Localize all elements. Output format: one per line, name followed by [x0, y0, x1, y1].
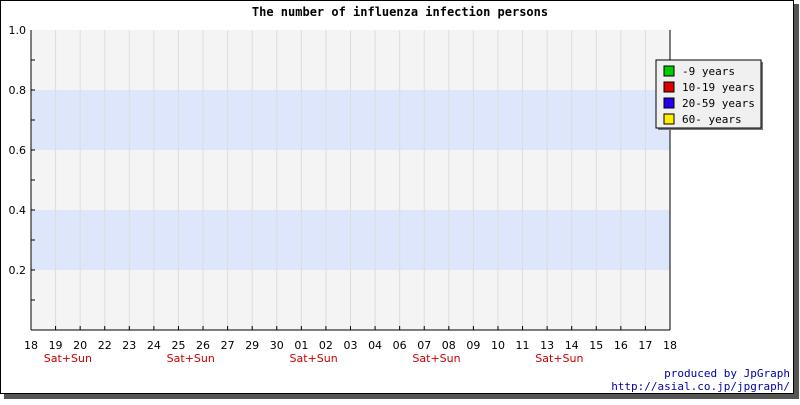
legend-swatch	[663, 65, 675, 77]
weekend-label: Sat+Sun	[167, 352, 215, 365]
y-tick-label: 1.0	[9, 24, 27, 37]
x-tick-label: 19	[49, 339, 63, 352]
x-tick-label: 02	[319, 339, 333, 352]
x-tick-label: 16	[614, 339, 628, 352]
legend-label: -9 years	[682, 65, 735, 78]
weekend-label: Sat+Sun	[44, 352, 92, 365]
x-tick-label: 27	[221, 339, 235, 352]
x-tick-label: 14	[565, 339, 579, 352]
legend-swatch	[663, 97, 675, 109]
y-tick-label: 0.6	[9, 144, 27, 157]
x-tick-label: 22	[98, 339, 112, 352]
x-tick-label: 09	[466, 339, 480, 352]
credit-line-1: produced by JpGraph	[664, 367, 790, 380]
x-tick-label: 29	[245, 339, 259, 352]
x-tick-label: 17	[638, 339, 652, 352]
legend-label: 10-19 years	[682, 81, 755, 94]
x-tick-label: 10	[491, 339, 505, 352]
legend: -9 years 10-19 years 20-59 years 60- years	[655, 59, 763, 130]
y-tick-label: 0.2	[9, 264, 27, 277]
x-tick-label: 08	[442, 339, 456, 352]
legend-label: 20-59 years	[682, 97, 755, 110]
legend-label: 60- years	[682, 113, 742, 126]
legend-swatch	[663, 113, 675, 125]
y-tick-label: 0.4	[9, 204, 27, 217]
x-tick-label: 01	[294, 339, 308, 352]
x-tick-label: 13	[540, 339, 554, 352]
x-tick-label: 23	[122, 339, 136, 352]
x-tick-label: 18	[24, 339, 38, 352]
x-tick-label: 24	[147, 339, 161, 352]
x-tick-label: 11	[516, 339, 530, 352]
weekend-label: Sat+Sun	[290, 352, 338, 365]
x-tick-label: 30	[270, 339, 284, 352]
chart-title: The number of influenza infection person…	[252, 5, 548, 19]
x-tick-label: 07	[417, 339, 431, 352]
x-tick-label: 20	[73, 339, 87, 352]
x-tick-label: 26	[196, 339, 210, 352]
credit-line-2[interactable]: http://asial.co.jp/jpgraph/	[611, 380, 790, 393]
x-tick-label: 18	[663, 339, 677, 352]
x-tick-label: 06	[393, 339, 407, 352]
y-tick-label: 0.8	[9, 84, 27, 97]
x-tick-label: 15	[589, 339, 603, 352]
legend-swatch	[663, 81, 675, 93]
x-tick-label: 04	[368, 339, 382, 352]
x-tick-label: 03	[344, 339, 358, 352]
weekend-label: Sat+Sun	[535, 352, 583, 365]
x-tick-label: 25	[171, 339, 185, 352]
plot-area: 0.2 0.4 0.6 0.8 1.0 18 19 20 22 23 24 25 26 27 29 30 01 0…	[9, 24, 678, 365]
weekend-label: Sat+Sun	[412, 352, 460, 365]
